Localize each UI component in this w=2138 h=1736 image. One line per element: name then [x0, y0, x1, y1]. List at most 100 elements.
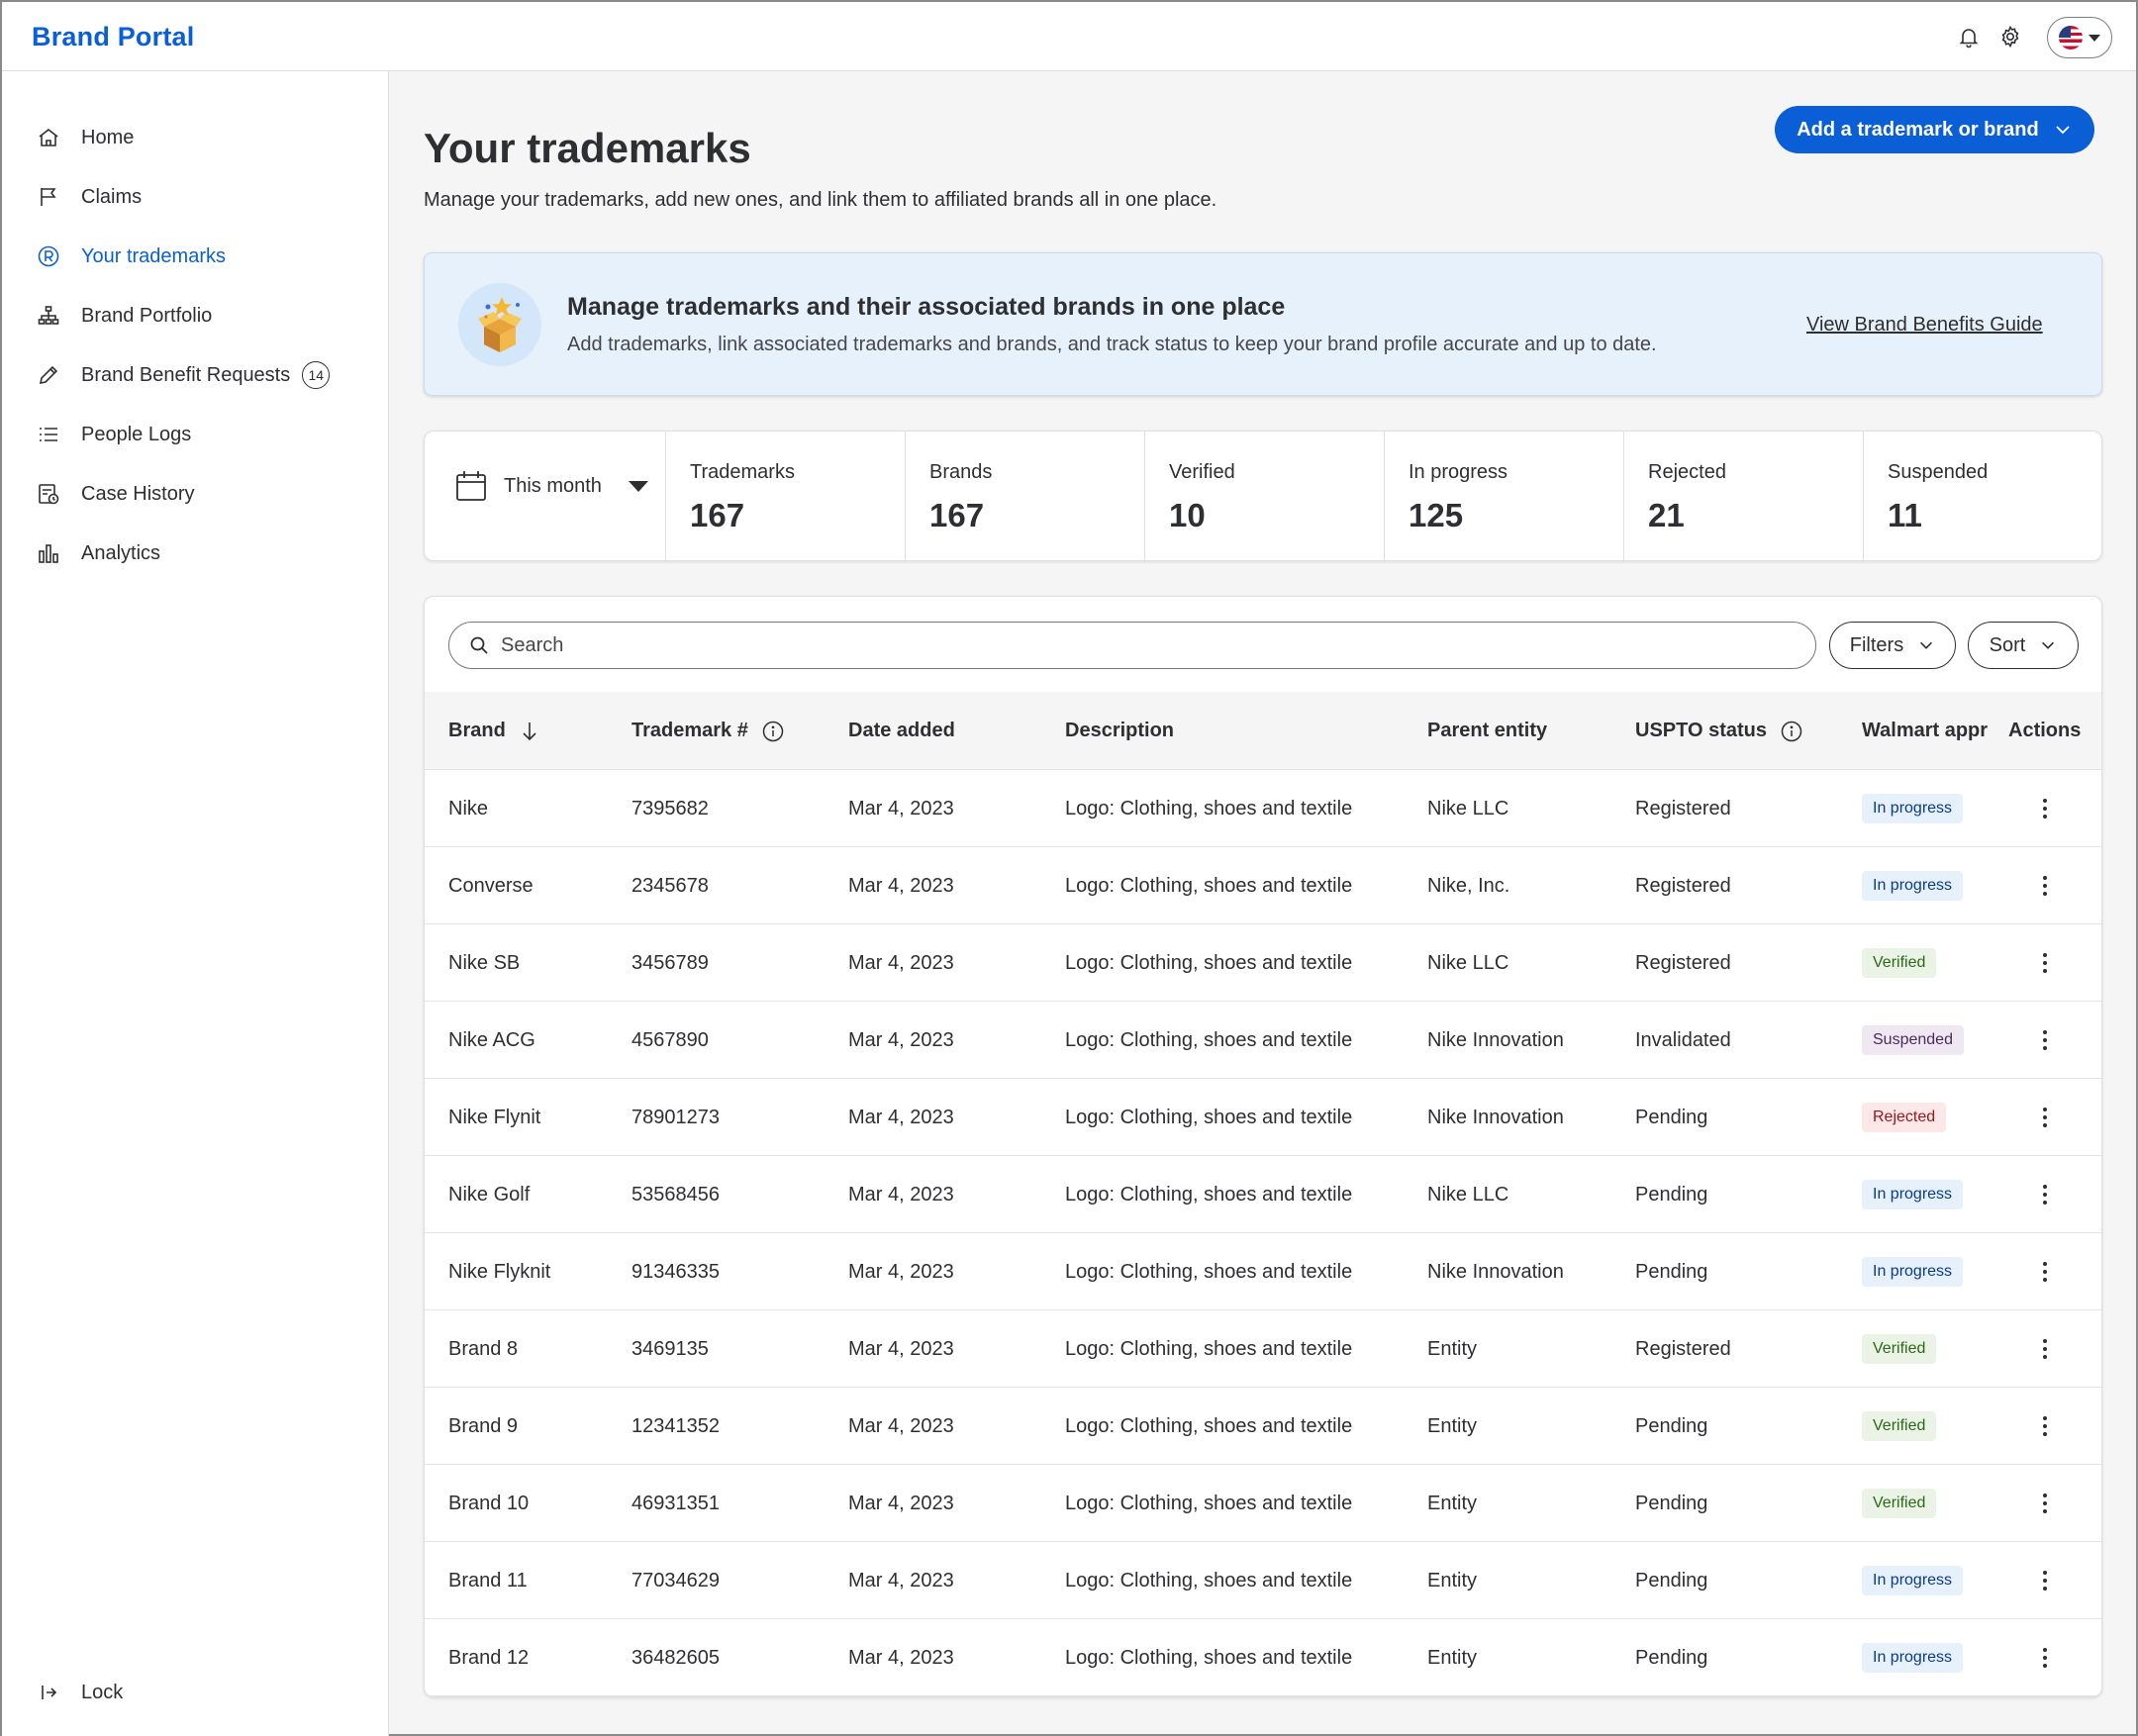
cell-walmart-approval: Rejected	[1862, 1079, 1947, 1156]
sidebar: Home Claims Your trademarks Brand Portfo…	[2, 71, 389, 1736]
period-selector[interactable]: This month	[454, 469, 648, 503]
more-actions-icon[interactable]	[2033, 874, 2057, 898]
info-banner: Manage trademarks and their associated b…	[424, 252, 2102, 396]
top-bar: Brand Portal	[2, 2, 2136, 71]
sidebar-item-claims[interactable]: Claims	[36, 177, 142, 217]
more-actions-icon[interactable]	[2033, 1492, 2057, 1515]
view-guide-link[interactable]: View Brand Benefits Guide	[1806, 314, 2043, 336]
cell-actions	[2033, 1233, 2057, 1310]
search-box[interactable]	[448, 622, 1816, 669]
home-icon	[36, 125, 61, 150]
status-badge: In progress	[1862, 1257, 1964, 1287]
cell-description: Logo: Clothing, shoes and textile	[1065, 1028, 1353, 1051]
more-actions-icon[interactable]	[2033, 1414, 2057, 1438]
cell-description: Logo: Clothing, shoes and textile	[1065, 1337, 1353, 1360]
table-row[interactable]: Nike Flyknit 91346335 Mar 4, 2023 Logo: Clo…	[425, 1233, 2101, 1310]
search-input[interactable]	[501, 633, 1788, 657]
gear-icon[interactable]	[1995, 22, 2025, 51]
calendar-icon	[456, 471, 486, 501]
cell-brand: Nike Flynit	[448, 1106, 541, 1128]
locale-selector[interactable]	[2047, 17, 2112, 58]
table-row[interactable]: Brand 12 36482605 Mar 4, 2023 Logo: Clothin…	[425, 1619, 2101, 1696]
cell-parent-entity: Nike, Inc.	[1427, 874, 1510, 897]
cell-brand: Brand 8	[448, 1337, 519, 1360]
cell-description: Logo: Clothing, shoes and textile	[1065, 1183, 1353, 1206]
column-description: Description	[1065, 692, 1362, 770]
status-badge: Suspended	[1862, 1025, 1964, 1055]
add-trademark-button[interactable]: Add a trademark or brand	[1775, 106, 2094, 153]
arrow-down-icon[interactable]	[520, 721, 539, 742]
more-actions-icon[interactable]	[2033, 1106, 2057, 1129]
table-row[interactable]: Nike SB 3456789 Mar 4, 2023 Logo: Clothing,…	[425, 924, 2101, 1002]
info-icon[interactable]	[1781, 721, 1802, 742]
more-actions-icon[interactable]	[2033, 1569, 2057, 1592]
table-row[interactable]: Brand 8 3469135 Mar 4, 2023 Logo: Clothing,…	[425, 1310, 2101, 1388]
registered-icon	[36, 243, 61, 269]
cell-parent-entity: Nike LLC	[1427, 951, 1509, 974]
more-actions-icon[interactable]	[2033, 1028, 2057, 1052]
cell-brand: Nike SB	[448, 951, 521, 974]
sidebar-item-label: Brand Benefit Requests	[81, 363, 291, 386]
table-row[interactable]: Nike ACG 4567890 Mar 4, 2023 Logo: Clothing…	[425, 1002, 2101, 1079]
cell-trademark: 78901273	[632, 1106, 720, 1128]
stat-label: In progress	[1409, 461, 1508, 483]
sidebar-item-brand-portfolio[interactable]: Brand Portfolio	[36, 296, 212, 336]
cell-description: Logo: Clothing, shoes and textile	[1065, 1106, 1353, 1128]
list-icon	[36, 422, 61, 447]
cell-date-added: Mar 4, 2023	[848, 1260, 954, 1283]
sidebar-item-label: Claims	[81, 185, 143, 208]
cell-trademark: 2345678	[632, 874, 709, 897]
sidebar-item-people-logs[interactable]: People Logs	[36, 415, 191, 454]
table-row[interactable]: Converse 2345678 Mar 4, 2023 Logo: Clothing…	[425, 847, 2101, 924]
cell-uspto-status: Pending	[1635, 1106, 1708, 1128]
column-label: Description	[1065, 720, 1175, 741]
table-row[interactable]: Brand 11 77034629 Mar 4, 2023 Logo: Clothin…	[425, 1542, 2101, 1619]
bell-icon[interactable]	[1954, 22, 1984, 51]
table-row[interactable]: Brand 9 12341352 Mar 4, 2023 Logo: Clothing…	[425, 1388, 2101, 1465]
sidebar-item-label: Analytics	[81, 541, 161, 564]
cell-parent-entity: Nike LLC	[1427, 1183, 1509, 1206]
sidebar-item-home[interactable]: Home	[36, 118, 134, 157]
more-actions-icon[interactable]	[2033, 1183, 2057, 1206]
column-label: Trademark #	[632, 720, 748, 741]
column-uspto-status: USPTO status	[1635, 692, 1843, 770]
cell-actions	[2033, 1310, 2057, 1388]
info-icon[interactable]	[762, 721, 784, 742]
cell-date-added: Mar 4, 2023	[848, 951, 954, 974]
cell-description: Logo: Clothing, shoes and textile	[1065, 1569, 1353, 1591]
cell-description: Logo: Clothing, shoes and textile	[1065, 874, 1353, 897]
pencil-icon	[36, 362, 61, 388]
table-row[interactable]: Brand 10 46931351 Mar 4, 2023 Logo: Clothin…	[425, 1465, 2101, 1542]
sidebar-item-case-history[interactable]: Case History	[36, 474, 194, 514]
sidebar-item-label: Your trademarks	[81, 244, 226, 267]
more-actions-icon[interactable]	[2033, 1646, 2057, 1670]
stat-label: Rejected	[1648, 461, 1726, 483]
page-title: Your trademarks	[424, 125, 751, 171]
table-row[interactable]: Nike 7395682 Mar 4, 2023 Logo: Clothing, sh…	[425, 770, 2101, 847]
cell-actions	[2033, 1156, 2057, 1233]
more-actions-icon[interactable]	[2033, 1337, 2057, 1361]
sort-button[interactable]: Sort	[1968, 622, 2079, 669]
add-trademark-label: Add a trademark or brand	[1797, 118, 2039, 141]
sidebar-item-brand-benefit-requests[interactable]: Brand Benefit Requests 14	[36, 355, 331, 395]
filters-button[interactable]: Filters	[1829, 622, 1956, 669]
more-actions-icon[interactable]	[2033, 951, 2057, 975]
column-brand[interactable]: Brand	[448, 692, 597, 770]
sidebar-item-your-trademarks[interactable]: Your trademarks	[36, 237, 226, 276]
stats-panel: This month Trademarks 167 Brands 167 Ver…	[424, 431, 2102, 562]
sidebar-item-analytics[interactable]: Analytics	[36, 533, 160, 573]
status-badge: Verified	[1862, 1334, 1937, 1364]
table-row[interactable]: Nike Flynit 78901273 Mar 4, 2023 Logo: Clot…	[425, 1079, 2101, 1156]
table-header: Brand Trademark # Date added Description…	[425, 692, 2101, 770]
table-row[interactable]: Nike Golf 53568456 Mar 4, 2023 Logo: Clothi…	[425, 1156, 2101, 1233]
lock-button[interactable]: Lock	[36, 1673, 123, 1712]
more-actions-icon[interactable]	[2033, 1260, 2057, 1284]
more-actions-icon[interactable]	[2033, 797, 2057, 820]
status-badge: In progress	[1862, 1180, 1964, 1209]
cell-brand: Nike Flyknit	[448, 1260, 551, 1283]
column-date-added: Date added	[848, 692, 1036, 770]
column-actions: Actions	[2008, 692, 2097, 770]
bar-chart-icon	[36, 540, 61, 566]
chevron-down-icon	[2056, 126, 2070, 135]
brand-logo[interactable]: Brand Portal	[32, 22, 195, 51]
